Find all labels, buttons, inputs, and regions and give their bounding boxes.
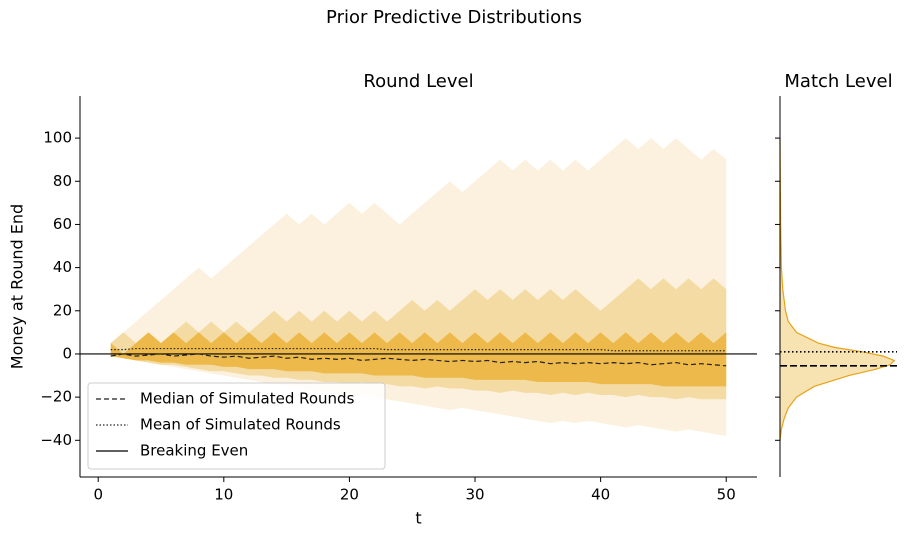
y-tick-label: 0 xyxy=(62,344,72,362)
legend-label: Breaking Even xyxy=(140,442,248,460)
y-tick-label: −20 xyxy=(40,388,72,406)
y-tick-label: 20 xyxy=(53,301,72,319)
legend: Median of Simulated Rounds Mean of Simula… xyxy=(87,382,386,470)
density-area xyxy=(780,138,895,441)
series-line xyxy=(110,347,727,352)
series-line xyxy=(110,353,727,367)
y-tick-label: 60 xyxy=(53,215,72,233)
y-tick-label: −40 xyxy=(40,431,72,449)
x-tick-label: 30 xyxy=(465,486,484,504)
x-tick-label: 50 xyxy=(717,486,736,504)
panel-title: Match Level xyxy=(784,71,892,92)
x-tick-label: 0 xyxy=(93,486,103,504)
density-line xyxy=(779,138,896,441)
legend-label: Median of Simulated Rounds xyxy=(140,390,355,408)
band xyxy=(110,332,727,387)
y-tick-label: 80 xyxy=(53,172,72,190)
y-axis-label: Money at Round End xyxy=(8,204,27,369)
x-tick-label: 40 xyxy=(591,486,610,504)
panel-title: Round Level xyxy=(363,71,473,92)
figure-title: Prior Predictive Distributions xyxy=(326,7,582,28)
x-tick-label: 10 xyxy=(214,486,233,504)
y-tick-label: 40 xyxy=(53,258,72,276)
y-tick-label: 100 xyxy=(43,129,72,147)
legend-label: Mean of Simulated Rounds xyxy=(140,416,341,434)
x-tick-label: 20 xyxy=(340,486,359,504)
x-axis-label: t xyxy=(415,509,421,528)
legend-box xyxy=(87,382,386,470)
